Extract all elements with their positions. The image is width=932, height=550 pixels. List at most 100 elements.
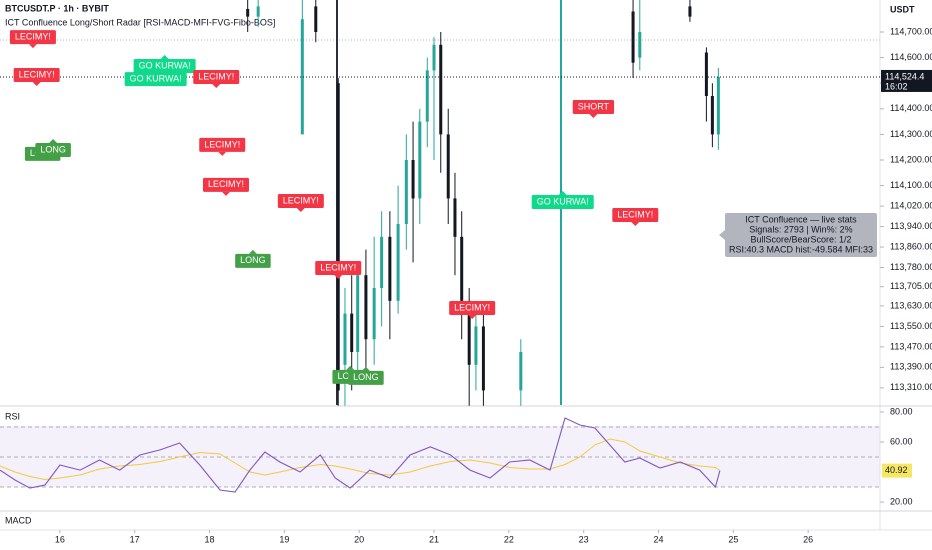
candle-body [453, 198, 457, 237]
x-tick-label: 21 [429, 534, 439, 544]
y-tick-label: 113,780.00 [890, 262, 932, 272]
y-tick-label: 114,700.00 [890, 26, 932, 36]
signal-box [572, 100, 615, 115]
signal-pointer [218, 151, 227, 156]
signal-pointer [296, 207, 305, 212]
signal-box [235, 253, 271, 268]
signal-text: LECIMY! [283, 195, 319, 205]
signal-pointer [151, 68, 160, 73]
candle-body [474, 326, 478, 365]
y-tick-label: 113,630.00 [890, 300, 932, 310]
signal-label: LECIMY! [9, 30, 56, 49]
signal-label: LONG [235, 249, 271, 268]
indicator-name: ICT Confluence Long/Short Radar [RSI-MAC… [5, 17, 275, 27]
x-tick-label: 19 [279, 534, 289, 544]
signal-label: LECIMY! [193, 70, 240, 89]
candle-body [380, 236, 384, 289]
signal-box [348, 370, 384, 385]
x-tick-label: 25 [728, 534, 738, 544]
candle-body [446, 134, 450, 199]
candle-body [372, 288, 376, 340]
signal-text: LECIMY! [204, 139, 240, 149]
signal-pointer [334, 275, 343, 280]
candle-body [418, 121, 422, 199]
y-tick-label: 113,860.00 [890, 241, 932, 251]
rsi-line [0, 417, 721, 493]
rsi-tick-label: 20.00 [890, 496, 913, 506]
y-tick-label: 113,940.00 [890, 221, 932, 231]
x-tick-label: 16 [55, 534, 65, 544]
signal-text: LECIMY! [320, 262, 356, 272]
y-tick-label: 114,200.00 [890, 154, 932, 164]
x-tick-label: 24 [653, 534, 663, 544]
signal-text: GO KURWA! [130, 73, 182, 83]
candle-body [411, 160, 415, 199]
signal-label: LONG [35, 139, 71, 158]
x-tick-label: 20 [354, 534, 364, 544]
signal-box [13, 68, 60, 83]
signal-text: LONG [353, 372, 379, 382]
signal-box [449, 300, 496, 315]
rsi-tick-label: 80.00 [890, 406, 913, 416]
y-tick-label: 113,390.00 [890, 362, 932, 372]
signal-text: LECIMY! [15, 31, 51, 41]
signal-text: LECIMY! [19, 69, 55, 79]
candle-body [343, 313, 347, 365]
candle-body [710, 96, 714, 135]
signal-box [531, 194, 594, 209]
signal-text: LONG [40, 144, 66, 154]
y-tick-label: 114,300.00 [890, 129, 932, 139]
rsi-ma-line [0, 438, 721, 481]
signal-box [193, 70, 240, 85]
y-tick-label: 114,400.00 [890, 103, 932, 113]
signal-pointer [49, 139, 58, 144]
last-price-label: 114,524.4 [885, 71, 924, 81]
signal-text: LECIMY! [198, 71, 234, 81]
signal-pointer [361, 366, 370, 371]
signal-label: LECIMY! [277, 193, 324, 212]
candle-body [350, 313, 354, 353]
candle-body [336, 83, 340, 391]
candle-body [432, 44, 436, 71]
candle-body [356, 275, 360, 353]
candle-body [460, 236, 464, 301]
signal-text: GO KURWA! [537, 196, 589, 206]
countdown: 16:02 [885, 81, 908, 91]
signal-box [199, 137, 246, 152]
signal-label: SHORT [572, 100, 615, 119]
stats-box [725, 213, 877, 257]
y-tick-label: 114,020.00 [890, 200, 932, 210]
stats-line: ICT Confluence — live stats [745, 214, 857, 224]
signal-pointer [558, 190, 567, 195]
x-tick-label: 26 [803, 534, 813, 544]
rsi-title: RSI [5, 411, 20, 421]
x-tick-label: 22 [504, 534, 514, 544]
signal-label: LECIMY! [449, 300, 496, 319]
candle-body [638, 32, 642, 58]
stats-line: Signals: 2793 | Win%: 2% [749, 224, 852, 234]
signal-text: GO KURWA! [139, 60, 191, 70]
signal-text: LECIMY! [617, 209, 653, 219]
candle-body [688, 6, 692, 17]
candle-body [439, 44, 443, 135]
candle-body [364, 275, 368, 340]
signal-pointer [346, 365, 355, 370]
signal-text: SHORT [578, 101, 610, 111]
signal-box [315, 261, 362, 276]
rsi-current-box [882, 463, 912, 478]
candle-body [704, 52, 708, 97]
candle-body [396, 224, 400, 301]
signal-label: LECIMY! [315, 261, 362, 280]
last-price-box [881, 69, 932, 92]
y-tick-label: 113,470.00 [890, 341, 932, 351]
signal-pointer [631, 222, 640, 227]
signal-box [612, 208, 659, 223]
signal-pointer [212, 84, 221, 89]
signal-box [202, 177, 249, 192]
signal-label: LECIMY! [612, 208, 659, 227]
signal-pointer [589, 114, 598, 119]
signal-box [277, 193, 324, 208]
signal-text: LONG [240, 255, 266, 265]
y-tick-label: 113,550.00 [890, 321, 932, 331]
